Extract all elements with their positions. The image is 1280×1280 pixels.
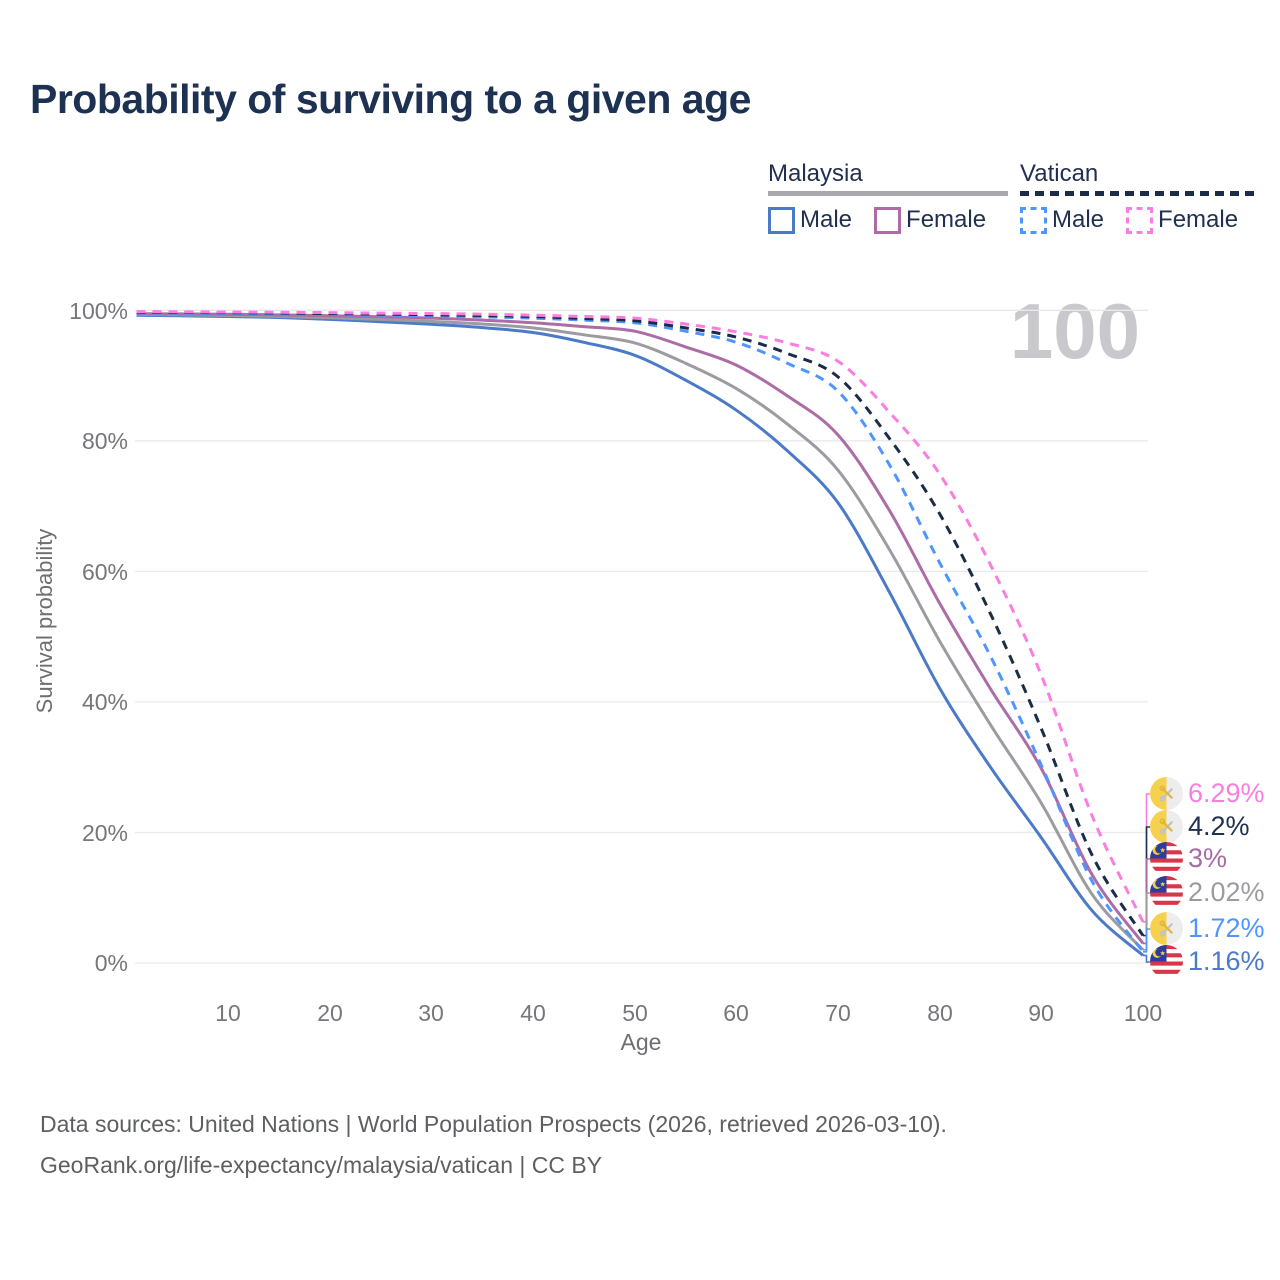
legend-malaysia-label: Malaysia	[768, 160, 863, 187]
footer-attribution: GeoRank.org/life-expectancy/malaysia/vat…	[40, 1152, 603, 1178]
malaysia-male-label: Male	[800, 206, 853, 233]
hovered-age-watermark: 100	[1009, 287, 1140, 375]
legend-group-malaysia: Malaysia Male Female	[768, 160, 1009, 234]
end-label-connector	[1143, 892, 1150, 951]
end-label-vatican-both: 4.2%	[1146, 810, 1250, 843]
end-value-label: 1.16%	[1188, 946, 1265, 976]
end-value-label: 2.02%	[1188, 877, 1265, 907]
vatican-male-label: Male	[1052, 206, 1105, 233]
x-tick-10: 10	[215, 1000, 241, 1026]
x-tick-50: 50	[622, 1000, 648, 1026]
survival-curve-vatican-both-sexes[interactable]	[136, 310, 1145, 937]
malaysia-female-label: Female	[906, 206, 987, 233]
survival-curve-vatican-female[interactable]	[136, 310, 1145, 923]
y-tick-0: 0%	[94, 950, 128, 976]
y-tick-40: 40%	[81, 689, 128, 715]
y-axis-title: Survival probability	[32, 528, 57, 714]
end-label-vatican-male: 1.72%	[1146, 912, 1265, 945]
legend-group-vatican: Vatican Male Female	[1020, 160, 1261, 234]
malaysia-flag-icon	[1150, 842, 1183, 875]
end-label-malaysia-both: 2.02%	[1146, 876, 1265, 909]
end-label-malaysia-female: 3%	[1146, 842, 1227, 875]
vatican-male-checkbox[interactable]	[1020, 206, 1047, 234]
end-label-malaysia-male: 1.16%	[1146, 945, 1265, 978]
x-tick-70: 70	[825, 1000, 851, 1026]
x-tick-40: 40	[520, 1000, 546, 1026]
x-tick-60: 60	[723, 1000, 749, 1026]
footer: Data sources: United Nations | World Pop…	[40, 1104, 947, 1186]
page-title: Probability of surviving to a given age	[30, 76, 751, 122]
vatican-flag-icon	[1150, 912, 1183, 945]
vatican-female-label: Female	[1158, 206, 1239, 233]
y-tick-20: 20%	[81, 820, 128, 846]
vatican-female-checkbox[interactable]	[1126, 206, 1154, 234]
vatican-flag-icon	[1150, 777, 1183, 810]
x-tick-80: 80	[927, 1000, 953, 1026]
malaysia-flag-icon	[1150, 876, 1183, 909]
end-value-label: 1.72%	[1188, 913, 1265, 943]
survival-curve-malaysia-male[interactable]	[136, 313, 1144, 957]
x-tick-20: 20	[317, 1000, 343, 1026]
survival-curve-malaysia-female[interactable]	[136, 312, 1145, 945]
x-tick-100: 100	[1123, 1000, 1163, 1026]
legend-vatican-label: Vatican	[1020, 160, 1099, 187]
end-value-label: 4.2%	[1188, 811, 1250, 841]
y-tick-80: 80%	[81, 428, 128, 454]
malaysia-female-checkbox[interactable]	[874, 206, 902, 234]
x-tick-90: 90	[1028, 1000, 1054, 1026]
end-value-label: 3%	[1188, 843, 1228, 873]
malaysia-male-checkbox[interactable]	[768, 206, 795, 234]
x-axis-title: Age	[620, 1029, 662, 1055]
legend-vatican-dashed-line-swatch	[1020, 191, 1261, 196]
y-tick-60: 60%	[81, 559, 128, 585]
malaysia-flag-icon	[1150, 945, 1183, 978]
footer-data-sources: Data sources: United Nations | World Pop…	[40, 1111, 947, 1137]
survival-curve-malaysia-both-sexes[interactable]	[136, 312, 1145, 951]
end-label-connector	[1143, 928, 1150, 953]
end-label-connector	[1143, 954, 1150, 963]
survival-curve-vatican-male[interactable]	[136, 311, 1145, 953]
x-tick-30: 30	[418, 1000, 444, 1026]
legend-malaysia-solid-line-swatch	[768, 191, 1009, 196]
end-label-vatican-female: 6.29%	[1146, 777, 1265, 810]
vatican-flag-icon	[1150, 810, 1183, 843]
y-tick-100: 100%	[69, 298, 128, 324]
end-value-label: 6.29%	[1188, 778, 1265, 808]
